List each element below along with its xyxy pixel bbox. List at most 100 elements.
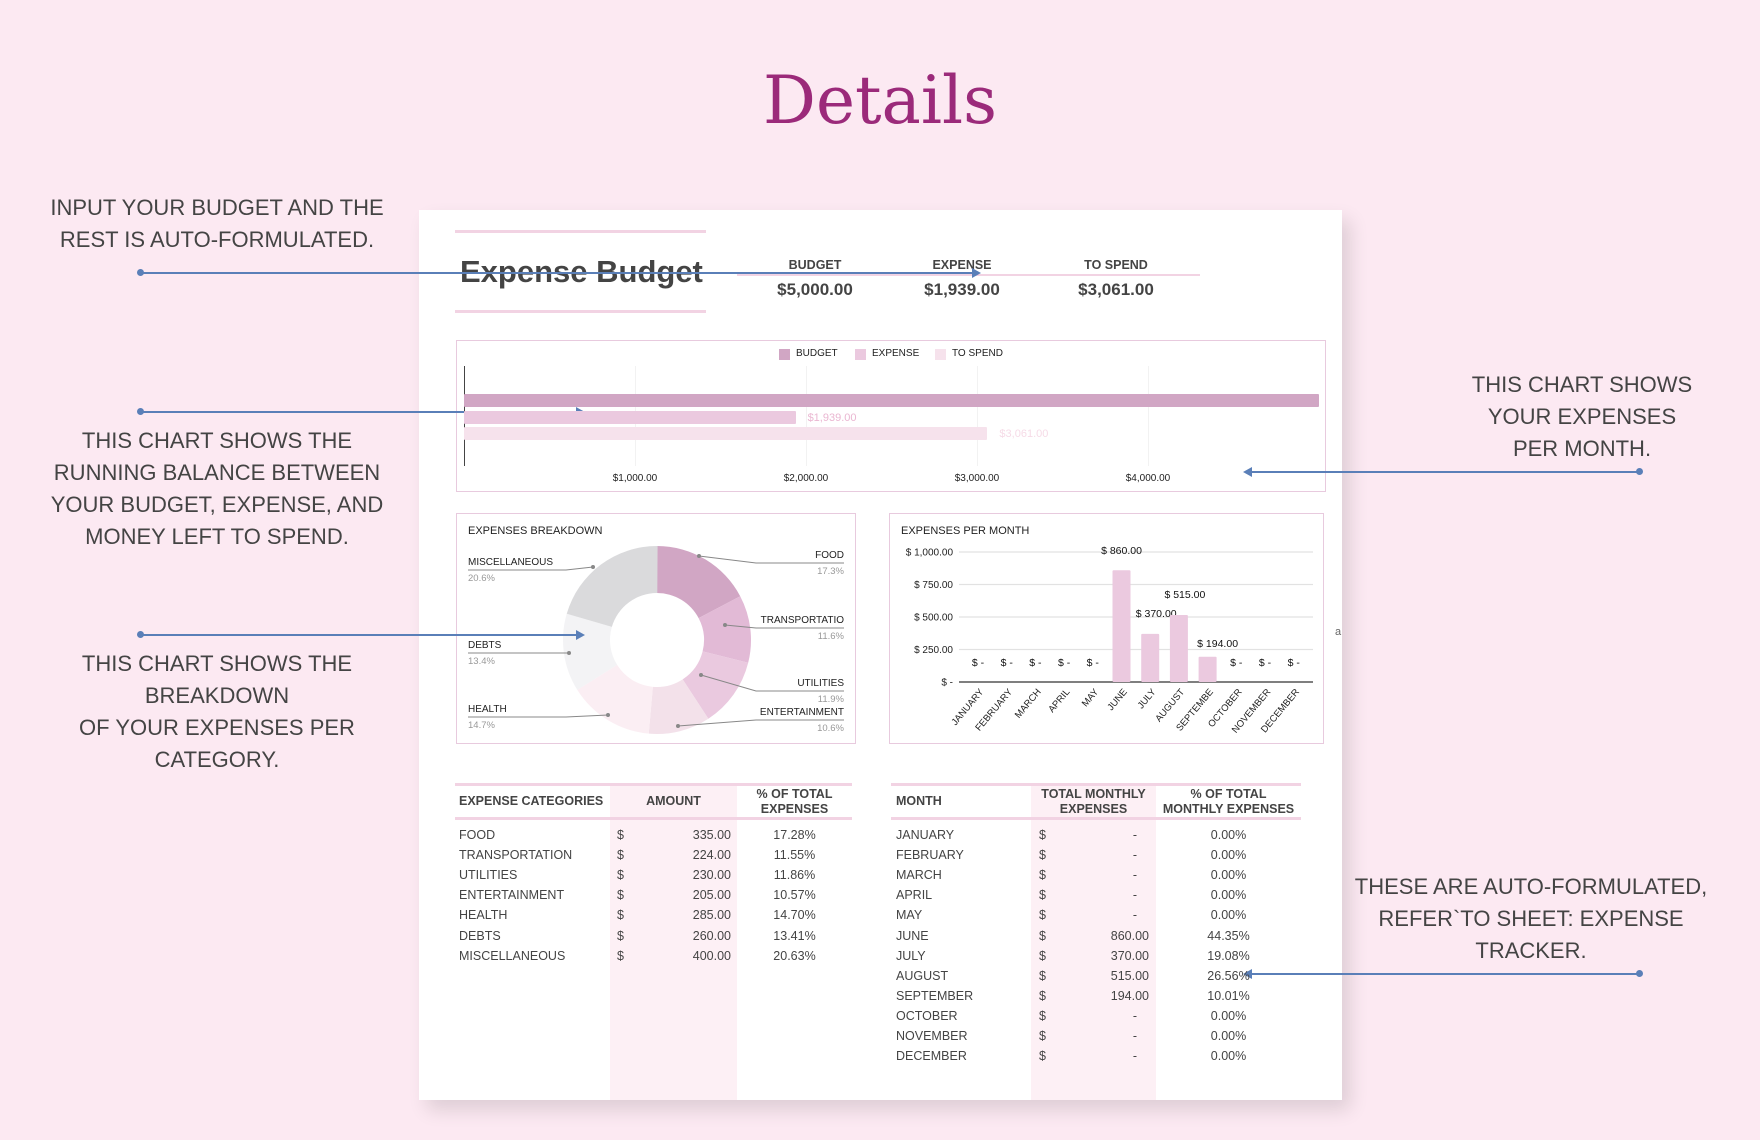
donut-pct: 11.9% [817, 694, 844, 705]
month-name: JULY [896, 948, 926, 963]
month-pct: 0.00% [1210, 888, 1247, 903]
leader-line [698, 555, 844, 564]
donut-label: MISCELLANEOUS [468, 557, 554, 568]
donut-slice-transportatio [698, 596, 751, 663]
leader-dot [606, 713, 610, 717]
x-tick-label: APRIL [1046, 687, 1072, 715]
leader-line [724, 624, 844, 629]
donut-label: DEBTS [468, 640, 502, 651]
donut-label: HEALTH [468, 704, 507, 715]
month-name: OCTOBER [896, 1008, 958, 1023]
bar-expense [464, 411, 796, 424]
divider [455, 783, 852, 786]
month-pct: 0.00% [1210, 1008, 1247, 1023]
month-name: JANUARY [896, 828, 955, 842]
month-pct: 0.00% [1210, 908, 1247, 923]
legend-label: EXPENSE [872, 348, 920, 359]
bar-budget [464, 394, 1319, 407]
divider [455, 817, 852, 820]
note-per-month: THIS CHART SHOWS YOUR EXPENSES PER MONTH… [1471, 372, 1693, 461]
month-pct: 10.01% [1207, 988, 1250, 1003]
leader-line [700, 674, 844, 692]
currency-symbol: $ [1039, 928, 1046, 943]
data-label: $ - [972, 657, 985, 669]
month-name: AUGUST [896, 968, 949, 983]
currency-symbol: $ [1039, 828, 1046, 842]
x-tick-label: JULY [1136, 686, 1159, 711]
category-pct: 14.70% [773, 908, 816, 923]
donut-slice-food [657, 546, 741, 619]
category-pct: 20.63% [773, 948, 816, 963]
data-label: $ - [1058, 657, 1071, 669]
currency-symbol: $ [617, 828, 624, 842]
month-name: JUNE [896, 928, 929, 943]
bar-septembe [1198, 656, 1217, 682]
category-name: MISCELLANEOUS [459, 948, 566, 963]
month-name: MARCH [896, 868, 942, 883]
donut-pct: 14.7% [468, 720, 495, 731]
category-pct: 11.55% [773, 848, 816, 863]
currency-symbol: $ [1039, 848, 1046, 863]
donut-slice-entertainment [648, 679, 709, 734]
currency-symbol: $ [617, 848, 624, 863]
monthly-chart-title: EXPENSES PER MONTH [901, 525, 1030, 537]
arrow-right-icon [576, 630, 585, 640]
donut-svg [468, 546, 844, 734]
note-auto-formulated: THESE ARE AUTO-FORMULATED, REFER`TO SHEE… [1354, 874, 1708, 963]
category-name: ENTERTAINMENT [459, 888, 565, 903]
stray-text: a [1335, 626, 1342, 638]
column-shade [610, 785, 737, 1100]
x-tick-label: $1,000.00 [612, 473, 658, 484]
month-pct: 0.00% [1210, 848, 1247, 863]
expense-label: EXPENSE [932, 258, 992, 272]
leader-dot [699, 673, 703, 677]
month-amount: - [1132, 888, 1137, 903]
data-label: $ - [1029, 657, 1042, 669]
data-label: $ - [1230, 657, 1243, 669]
category-amount: 400.00 [692, 948, 731, 963]
y-tick-label: $ 250.00 [914, 645, 953, 656]
x-tick-label: JUNE [1105, 687, 1129, 713]
leader-dot [591, 565, 595, 569]
divider [455, 230, 706, 233]
divider [891, 817, 1301, 820]
gridline [1148, 366, 1149, 466]
arrow-left-icon [1243, 467, 1252, 477]
pointer-line [1252, 973, 1639, 975]
data-label: $ 370.00 [1136, 608, 1177, 620]
x-tick-label: $3,000.00 [954, 473, 1000, 484]
month-name: MAY [896, 908, 923, 923]
data-label: $ 194.00 [1197, 638, 1238, 650]
month-name: NOVEMBER [896, 1029, 968, 1043]
month-pct: 44.35% [1207, 928, 1250, 943]
category-amount: 335.00 [692, 828, 731, 842]
category-name: FOOD [459, 828, 496, 842]
bar-june [1112, 570, 1131, 682]
note-running-balance: THIS CHART SHOWS THE RUNNING BALANCE BET… [50, 428, 384, 549]
gridline [977, 366, 978, 466]
donut-slice-health [577, 664, 653, 734]
budget-value[interactable]: $5,000.00 [777, 280, 853, 299]
note-budget-input: INPUT YOUR BUDGET AND THE REST IS AUTO-F… [50, 195, 384, 252]
currency-symbol: $ [617, 948, 624, 963]
donut-label: TRANSPORTATIO [760, 615, 844, 626]
month-pct: 0.00% [1210, 828, 1247, 842]
category-name: DEBTS [459, 928, 501, 943]
category-amount: 224.00 [692, 848, 731, 863]
arrow-right-icon [972, 268, 981, 278]
currency-symbol: $ [617, 888, 624, 903]
category-pct: 10.57% [773, 888, 816, 903]
bar-data-label: $1,939.00 [807, 412, 857, 424]
data-label: $ 515.00 [1164, 589, 1205, 601]
legend-swatch [855, 349, 866, 360]
month-amount: 194.00 [1110, 988, 1149, 1003]
month-amount: 515.00 [1110, 968, 1149, 983]
pointer-line [140, 634, 576, 636]
divider [891, 783, 1301, 786]
currency-symbol: $ [1039, 1008, 1046, 1023]
pointer-line [1252, 471, 1639, 473]
currency-symbol: $ [1039, 868, 1046, 883]
month-amount: - [1132, 828, 1137, 842]
donut-slice-miscellaneous [566, 546, 658, 627]
leader-line [468, 566, 594, 571]
